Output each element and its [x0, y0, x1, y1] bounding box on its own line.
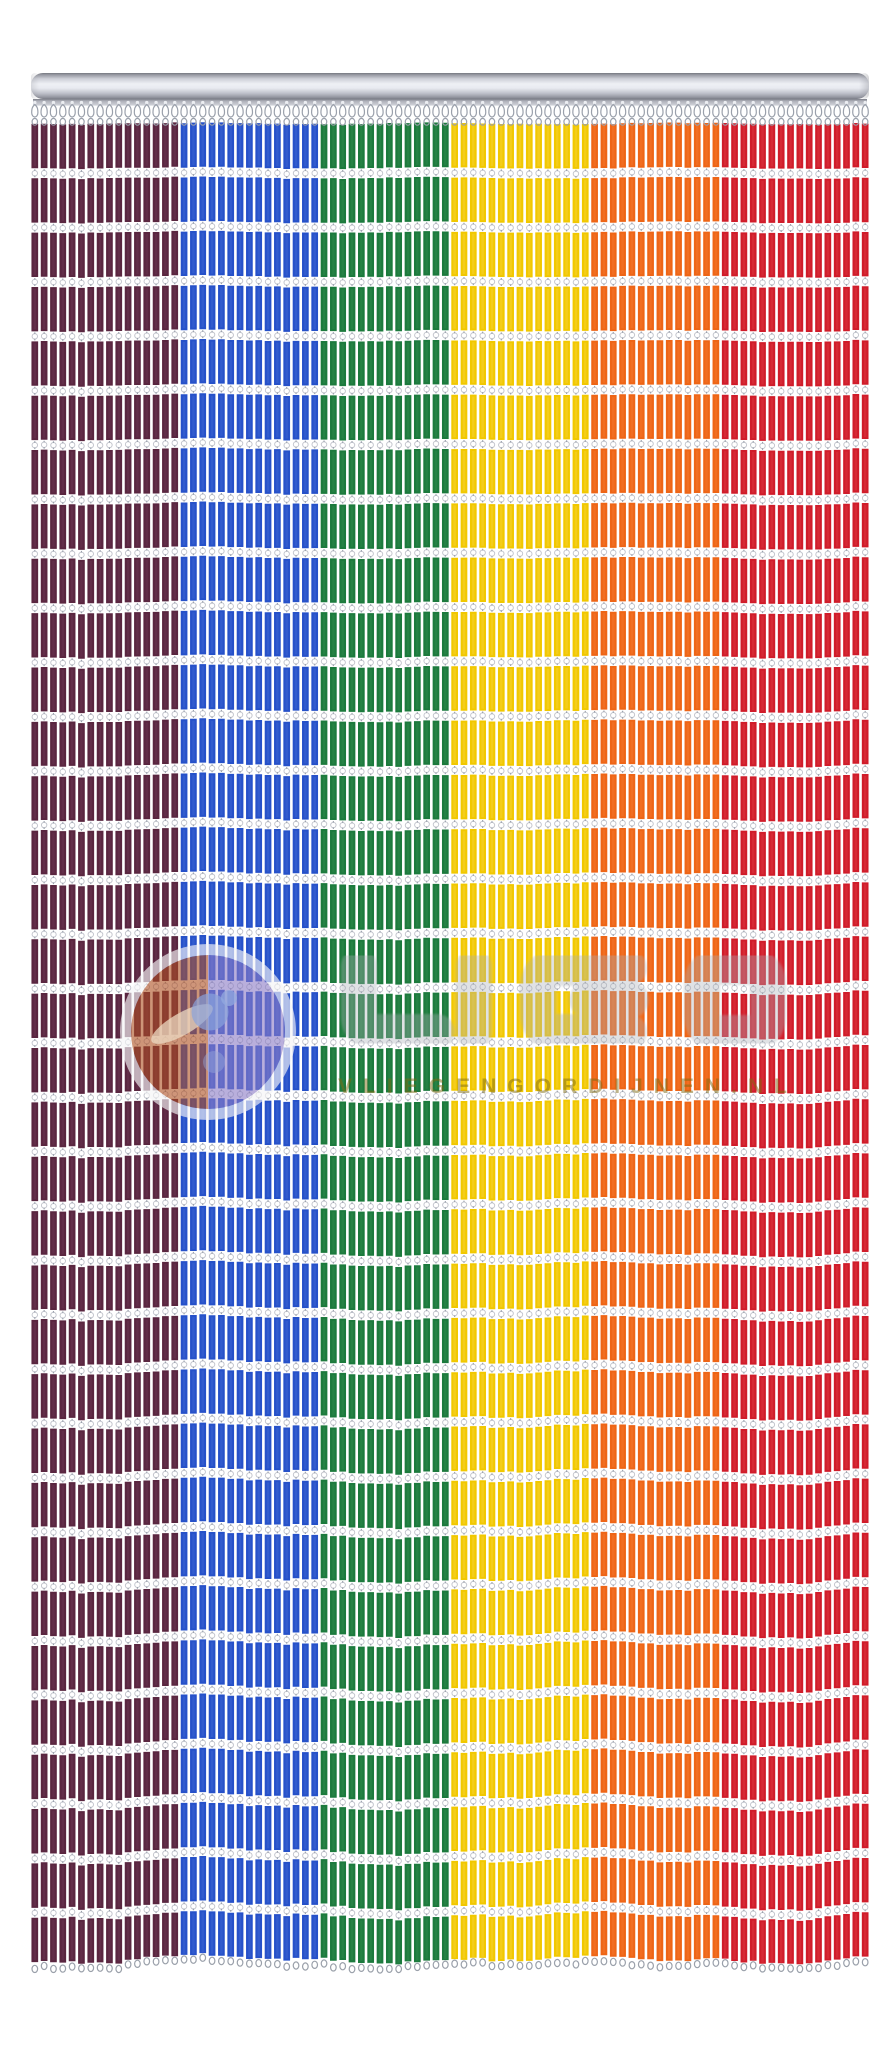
svg-text:VLIEGENGORDIJNEN.NL: VLIEGENGORDIJNEN.NL [338, 1075, 798, 1098]
